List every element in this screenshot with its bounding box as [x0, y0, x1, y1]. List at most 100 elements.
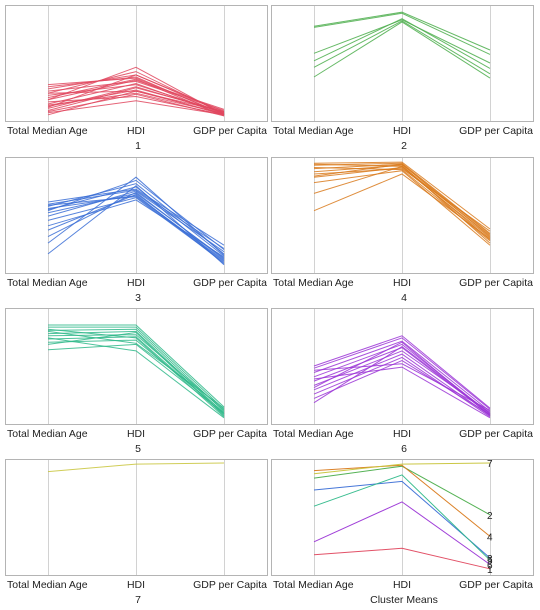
- series-line: [48, 326, 225, 410]
- series-line: [313, 366, 491, 419]
- axis-label: HDI: [127, 125, 145, 137]
- series-line: [313, 163, 491, 235]
- series-end-label: 6: [487, 561, 493, 572]
- series-line: [47, 176, 225, 256]
- chart-panel-3: Total Median Age HDI GDP per Capita: [5, 157, 271, 307]
- series-end-label: 1: [487, 565, 493, 576]
- axis-label: GDP per Capita: [193, 579, 267, 591]
- panel-caption: 1: [135, 140, 141, 152]
- axis-label: Total Median Age: [7, 125, 88, 137]
- series-line: [313, 465, 491, 516]
- series-line: [313, 343, 491, 414]
- series-line: [47, 337, 225, 419]
- axis-label: HDI: [127, 277, 145, 289]
- chart-panel-5: Total Median Age HDI GDP per Capita: [5, 308, 271, 458]
- axis-label: GDP per Capita: [459, 428, 533, 440]
- series-line: [313, 501, 491, 565]
- series-line: [47, 331, 225, 417]
- panel-caption: 7: [135, 594, 141, 606]
- series-line: [313, 161, 491, 230]
- panel-caption: 2: [401, 140, 407, 152]
- axis-label: Total Median Age: [273, 428, 354, 440]
- series-line: [47, 92, 225, 115]
- series-end-label: 2: [487, 511, 493, 522]
- series-line: [48, 324, 225, 408]
- series-end-label: 5: [487, 556, 493, 567]
- axis-label: HDI: [393, 428, 411, 440]
- series-line: [47, 95, 225, 116]
- chart-svg-5: Total Median Age HDI GDP per Capita: [5, 308, 268, 440]
- chart-svg-3: Total Median Age HDI GDP per Capita: [5, 157, 268, 289]
- series-line: [313, 340, 491, 412]
- series-line: [47, 190, 225, 253]
- chart-panel-1: Total Median Age HDI GDP per Capita: [5, 5, 271, 155]
- chart-panel-4: Total Median Age HDI GDP per Capita: [271, 157, 537, 307]
- series-line: [47, 183, 225, 255]
- axis-label: Total Median Age: [7, 277, 88, 289]
- axis-label: GDP per Capita: [459, 277, 533, 289]
- chart-panel-7: Total Median Age HDI GDP per Capita: [5, 459, 271, 609]
- series-line: [47, 191, 225, 260]
- series-line: [313, 21, 491, 79]
- series-line: [313, 341, 491, 417]
- series-line: [313, 480, 491, 559]
- series-line: [313, 462, 491, 475]
- axis-label: Total Median Age: [7, 579, 88, 591]
- series-line: [313, 12, 491, 55]
- chart-svg-4: Total Median Age HDI GDP per Capita: [271, 157, 534, 289]
- series-line: [313, 474, 491, 561]
- panel-caption: 3: [135, 292, 141, 304]
- series-line: [313, 173, 491, 240]
- panel-caption: 6: [401, 443, 407, 455]
- series-line: [47, 462, 225, 473]
- series-line: [47, 87, 225, 113]
- series-line: [313, 11, 491, 51]
- series-line: [47, 80, 225, 111]
- chart-panel-8: 1 2 3 4 5 6 7 Total Median Age HDI GDP per Capita: [271, 459, 537, 609]
- chart-svg-1: Total Median Age HDI GDP per Capita: [5, 5, 268, 137]
- axis-label: Total Median Age: [7, 428, 88, 440]
- series-line: [313, 165, 491, 236]
- series-line: [47, 90, 225, 113]
- series-line: [313, 363, 491, 411]
- panel-caption: Cluster Means: [370, 594, 438, 606]
- axis-label: Total Median Age: [273, 125, 354, 137]
- series-line: [47, 76, 225, 116]
- series-line: [47, 74, 225, 114]
- axis-label: GDP per Capita: [193, 125, 267, 137]
- chart-svg-7: Total Median Age HDI GDP per Capita: [5, 459, 268, 591]
- series-line: [313, 170, 491, 246]
- axis-label: GDP per Capita: [459, 125, 533, 137]
- series-line: [47, 330, 225, 409]
- axis-label: HDI: [393, 579, 411, 591]
- axis-label: GDP per Capita: [193, 277, 267, 289]
- axis-label: GDP per Capita: [459, 579, 533, 591]
- series-line: [313, 18, 491, 69]
- series-line: [47, 343, 225, 414]
- series-end-label: 4: [487, 532, 493, 543]
- series-line: [313, 337, 491, 410]
- chart-svg-2: Total Median Age HDI GDP per Capita: [271, 5, 534, 137]
- axis-label: GDP per Capita: [193, 428, 267, 440]
- series-line: [313, 360, 491, 416]
- series-line: [313, 20, 491, 75]
- series-line: [313, 350, 491, 413]
- series-line: [47, 193, 225, 264]
- series-line: [47, 100, 225, 116]
- series-line: [313, 19, 491, 64]
- series-end-label: 7: [487, 459, 493, 470]
- series-line: [47, 185, 225, 266]
- chart-panel-2: Total Median Age HDI GDP per Capita: [271, 5, 537, 155]
- chart-svg-6: Total Median Age HDI GDP per Capita: [271, 308, 534, 440]
- axis-label: Total Median Age: [273, 579, 354, 591]
- series-line: [47, 196, 225, 262]
- series-line: [313, 464, 491, 537]
- chart-panel-6: Total Median Age HDI GDP per Capita: [271, 308, 537, 458]
- panel-caption: 5: [135, 443, 141, 455]
- series-line: [313, 335, 491, 409]
- series-line: [313, 166, 491, 239]
- series-line: [47, 179, 225, 250]
- axis-label: HDI: [393, 125, 411, 137]
- series-line: [313, 547, 491, 570]
